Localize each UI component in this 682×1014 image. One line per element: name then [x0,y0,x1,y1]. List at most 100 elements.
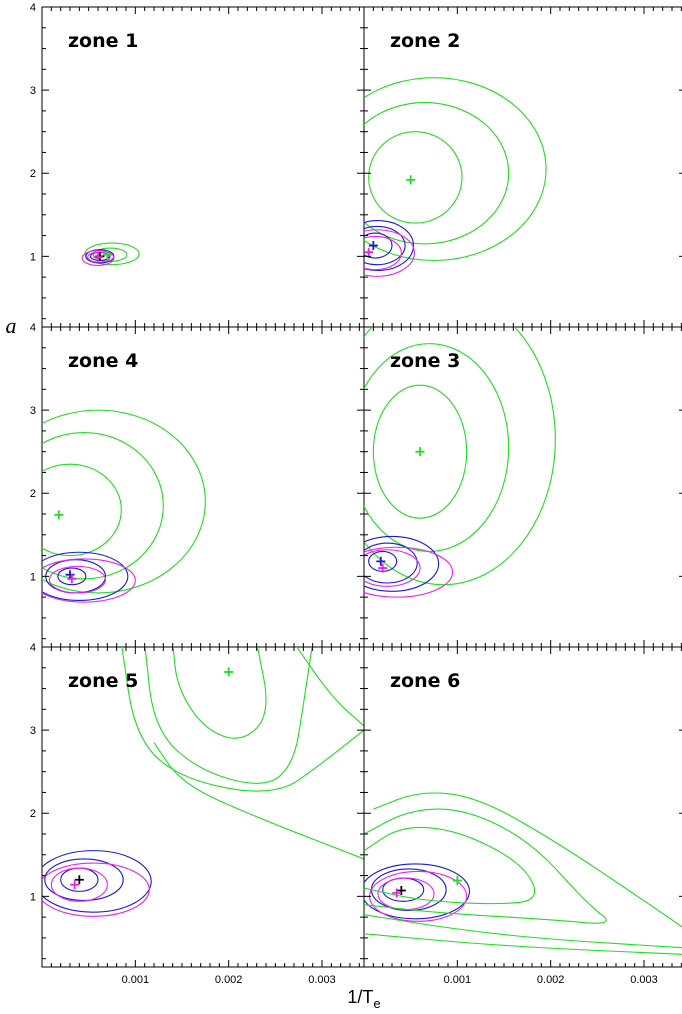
green-contour [364,102,510,245]
y-axis-label: a [6,313,17,338]
green-contour [42,463,122,557]
panel-frame [41,326,365,648]
panel-zone-4: zone 4 1 2 3 4 [30,322,365,648]
y-tick-label: 2 [30,808,36,820]
green-marker [415,447,425,457]
green-contour [121,647,364,792]
y-tick-label: 4 [30,322,36,334]
plot-area [42,409,206,603]
blue-contour [364,863,471,920]
green-contour [364,826,536,905]
panel-zone-1: zone 1 1 2 3 4 [30,2,365,328]
y-tick-label: 1 [30,571,36,583]
panel-frame [363,326,682,648]
magenta-marker [93,252,103,262]
blue-contour [364,220,415,272]
y-tick-label: 2 [30,488,36,500]
panel-title: zone 5 [68,670,138,692]
green-contour [153,742,364,860]
green-contour [364,914,682,949]
green-contour [372,384,468,519]
green-contour [364,77,547,262]
x-tick-label: 0.001 [122,974,150,986]
magenta-marker [70,880,80,890]
green-marker [452,876,462,886]
magenta-contour [50,867,108,902]
blue-contour [364,535,440,592]
panel-title: zone 1 [68,30,138,52]
blue-marker [368,241,378,251]
y-tick-label: 1 [30,891,36,903]
magenta-marker [364,247,374,257]
magenta-contour [364,546,454,598]
magenta-contour [364,229,415,277]
blue-marker [376,556,386,566]
x-tick-label: 0.002 [215,974,243,986]
green-contour [42,409,206,594]
black-marker [74,875,84,885]
magenta-marker [392,888,402,898]
plot-area [364,792,682,955]
panel-title: zone 6 [390,670,460,692]
magenta-contour [42,558,136,603]
plot-area [81,242,140,267]
panel-zone-6: zone 6 0.001 0.002 0.003 [363,646,682,986]
blue-contour [364,225,406,266]
green-contour [144,647,313,784]
panel-zone-2: zone 2 [363,6,682,328]
y-tick-label: 4 [30,642,36,654]
green-contour [364,327,556,586]
x-tick-label: 0.003 [630,974,658,986]
blue-contour [44,858,124,902]
blue-marker [65,570,75,580]
magenta-marker [67,574,77,584]
y-tick-label: 3 [30,725,36,737]
panel-title: zone 3 [390,350,460,372]
green-marker [102,250,112,260]
plot-area [364,77,547,277]
x-tick-label: 0.002 [537,974,565,986]
magenta-contour [364,549,421,587]
plot-area [42,647,364,917]
green-contour [364,808,607,924]
blue-contour [364,542,418,584]
y-tick-label: 3 [30,85,36,97]
plot-area [364,327,556,598]
green-contour [364,933,682,955]
magenta-contour [81,249,115,267]
magenta-contour [48,565,107,594]
green-marker [406,175,416,185]
panel-zone-5: zone 5 1 2 3 4 0.001 0.002 0.003 [30,642,365,986]
x-tick-label: 0.003 [308,974,336,986]
magenta-contour [87,251,111,263]
green-contour [172,647,267,739]
blue-contour [42,551,129,601]
blue-contour [57,567,87,586]
x-axis-label: 1/Te [347,987,380,1011]
y-tick-label: 3 [30,405,36,417]
magenta-contour [42,862,150,917]
y-tick-label: 2 [30,168,36,180]
blue-contour [42,850,152,913]
panel-frame [363,6,682,328]
panel-zone-3: zone 3 [363,326,682,648]
panel-frame [41,646,365,968]
magenta-marker [378,563,388,573]
black-marker [396,886,406,896]
green-marker [54,510,64,520]
y-tick-label: 4 [30,2,36,14]
panel-frame [363,646,682,968]
green-contour [42,432,164,580]
green-marker [224,667,234,677]
green-contour [373,792,682,928]
panel-title: zone 4 [68,350,138,372]
panel-title: zone 2 [390,30,460,52]
green-contour [296,647,364,727]
magenta-contour [377,877,435,911]
y-tick-label: 1 [30,251,36,263]
blue-contour [364,232,393,259]
green-contour [368,131,463,224]
x-tick-label: 0.001 [444,974,472,986]
magenta-contour [364,235,402,271]
